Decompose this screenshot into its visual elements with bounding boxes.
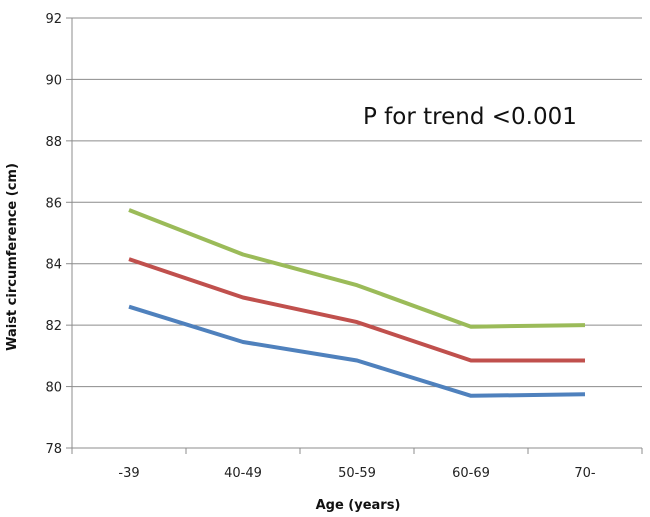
x-tick-label: 70- <box>574 466 596 481</box>
y-tick-label: 86 <box>45 196 62 211</box>
y-tick-label: 90 <box>45 73 62 88</box>
trend-annotation: P for trend <0.001 <box>363 104 577 130</box>
y-tick-label: 82 <box>45 319 62 334</box>
x-axis-title: Age (years) <box>316 498 401 513</box>
x-tick-label: 60-69 <box>452 466 490 481</box>
y-tick-label: 78 <box>45 442 62 457</box>
series-line-1 <box>128 208 586 329</box>
y-tick-label: 80 <box>45 381 62 396</box>
grid-lines <box>72 17 642 388</box>
series-line-3 <box>128 304 586 398</box>
series-lines <box>128 208 586 398</box>
x-tick-labels: -39 40-49 50-59 60-69 70- <box>118 466 596 481</box>
y-tick-label: 88 <box>45 135 62 150</box>
x-tick-label: -39 <box>118 466 139 481</box>
y-tick-labels: 78 80 82 84 86 88 90 92 <box>45 12 62 457</box>
y-axis-title: Waist circumference (cm) <box>5 163 20 351</box>
y-tick-label: 84 <box>45 258 62 273</box>
axes <box>66 17 643 454</box>
x-tick-label: 50-59 <box>338 466 376 481</box>
series-line-2 <box>128 257 585 363</box>
y-tick-label: 92 <box>45 12 62 27</box>
x-tick-label: 40-49 <box>224 466 262 481</box>
